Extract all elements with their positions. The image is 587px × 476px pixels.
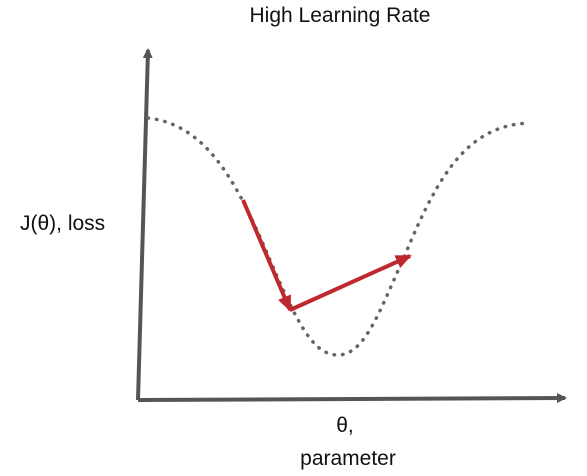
x-axis-label: parameter [300, 447, 396, 470]
y-axis-label: J(θ), loss [20, 212, 105, 235]
y-axis [136, 48, 153, 401]
x-axis [137, 393, 567, 404]
loss-curve [146, 116, 532, 357]
step-arrow [289, 254, 412, 312]
title: High Learning Rate [250, 4, 431, 27]
step-arrow [241, 199, 292, 312]
x-axis-label: θ, [336, 414, 354, 437]
